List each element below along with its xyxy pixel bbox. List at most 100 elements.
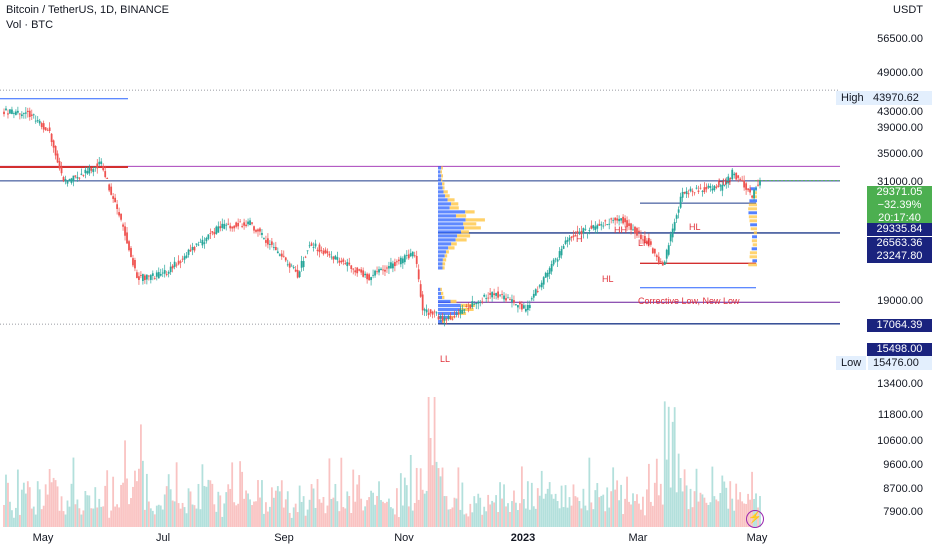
candle-body	[606, 224, 609, 225]
volume-bar	[247, 493, 249, 527]
candle-body	[659, 261, 662, 263]
volume-bar	[407, 506, 410, 527]
volume-bar	[743, 503, 746, 527]
volume-tick: 11800.00	[877, 409, 923, 421]
volume-bar	[638, 503, 640, 527]
volume-bar	[94, 487, 97, 527]
volume-bar	[455, 498, 458, 527]
candle-body	[90, 168, 93, 171]
volume-bar	[368, 497, 371, 527]
candle-body	[261, 232, 263, 235]
volume-bar	[372, 492, 374, 527]
volume-bar	[151, 510, 154, 527]
candle-body	[290, 265, 293, 267]
volume-bar	[655, 458, 658, 527]
volume-bar	[399, 473, 402, 527]
candle-body	[304, 256, 307, 258]
candle-body	[727, 176, 730, 184]
candle-body	[227, 223, 230, 225]
candle-body	[272, 247, 275, 248]
candle-body	[310, 243, 313, 246]
volume-profile-right-bar	[749, 255, 757, 259]
volume-bar	[261, 480, 263, 527]
volume-tick: 10600.00	[877, 435, 923, 447]
volume-profile-bottom-bar	[450, 299, 457, 304]
candle-body	[757, 184, 759, 186]
currency-label: USDT	[893, 4, 923, 16]
volume-bar	[513, 490, 515, 527]
candle-body	[138, 276, 140, 280]
candle-body	[713, 185, 716, 191]
volume-profile-left-bar	[438, 198, 448, 202]
candle-body	[233, 225, 236, 229]
volume-bar	[380, 500, 382, 527]
volume-bar	[685, 485, 688, 527]
volume-profile-bottom-bar	[461, 307, 474, 312]
price-tick: 43000.00	[877, 106, 923, 118]
volume-bar	[304, 515, 307, 527]
candle-body	[491, 292, 494, 298]
volume-profile-bottom-bar	[438, 287, 441, 292]
candle-body	[388, 265, 390, 269]
volume-bar	[709, 502, 712, 527]
volume-bar	[669, 487, 672, 527]
candle-body	[675, 215, 678, 219]
volume-bar	[515, 502, 517, 527]
volume-bar	[237, 503, 240, 527]
time-tick-year: 2023	[510, 532, 536, 544]
lightning-icon[interactable]: ⚡	[746, 510, 764, 528]
volume-bar	[501, 498, 503, 527]
volume-bar	[268, 506, 271, 527]
candle-body	[594, 226, 597, 230]
volume-bar	[582, 488, 585, 527]
volume-profile-left-bar	[455, 238, 467, 242]
volume-profile-left-bar	[438, 166, 442, 170]
candle-body	[608, 223, 611, 225]
volume-bar	[473, 496, 476, 527]
annotation-h: H	[576, 234, 583, 244]
volume-profile-left-bar	[438, 178, 442, 182]
candle-body	[501, 294, 503, 295]
candle-body	[568, 237, 571, 241]
candle-body	[209, 233, 212, 234]
volume-bar	[689, 488, 692, 527]
change-percent: −32.39%	[877, 199, 922, 211]
candle-body	[372, 274, 374, 276]
candle-body	[451, 319, 454, 321]
volume-bar	[647, 463, 650, 527]
volume-profile-right-bar	[748, 211, 757, 215]
volume-profile-bottom-bar	[438, 291, 441, 296]
volume-bar	[332, 497, 335, 527]
volume-bar	[40, 509, 43, 527]
candle-body	[703, 187, 706, 193]
volume-bar	[358, 475, 361, 527]
volume-bar	[118, 507, 120, 527]
candle-body	[171, 265, 174, 269]
volume-bar	[640, 509, 642, 527]
volume-bar	[278, 491, 281, 527]
volume-bar	[58, 510, 61, 527]
volume-bar	[376, 495, 378, 527]
volume-bar	[721, 475, 724, 527]
candle-body	[737, 175, 740, 178]
volume-bar	[219, 495, 222, 527]
volume-bar	[653, 482, 656, 527]
volume-bar	[340, 457, 343, 527]
volume-bar	[100, 506, 103, 527]
candle-body	[554, 258, 557, 260]
volume-bar	[540, 470, 543, 527]
volume-bar	[276, 486, 279, 527]
volume-bar	[189, 491, 192, 527]
current-price-tag: 29371.05 −32.39% 20:17:40	[867, 186, 932, 226]
volume-bar	[213, 504, 216, 527]
candle-body	[566, 239, 569, 242]
volume-profile-left-bar	[465, 210, 475, 214]
volume-bar	[211, 483, 214, 527]
candle-body	[671, 228, 674, 238]
volume-bar	[169, 489, 172, 527]
candle-body	[308, 245, 311, 247]
volume-bar	[153, 514, 156, 527]
volume-bar	[82, 510, 85, 527]
candle-body	[255, 229, 257, 232]
